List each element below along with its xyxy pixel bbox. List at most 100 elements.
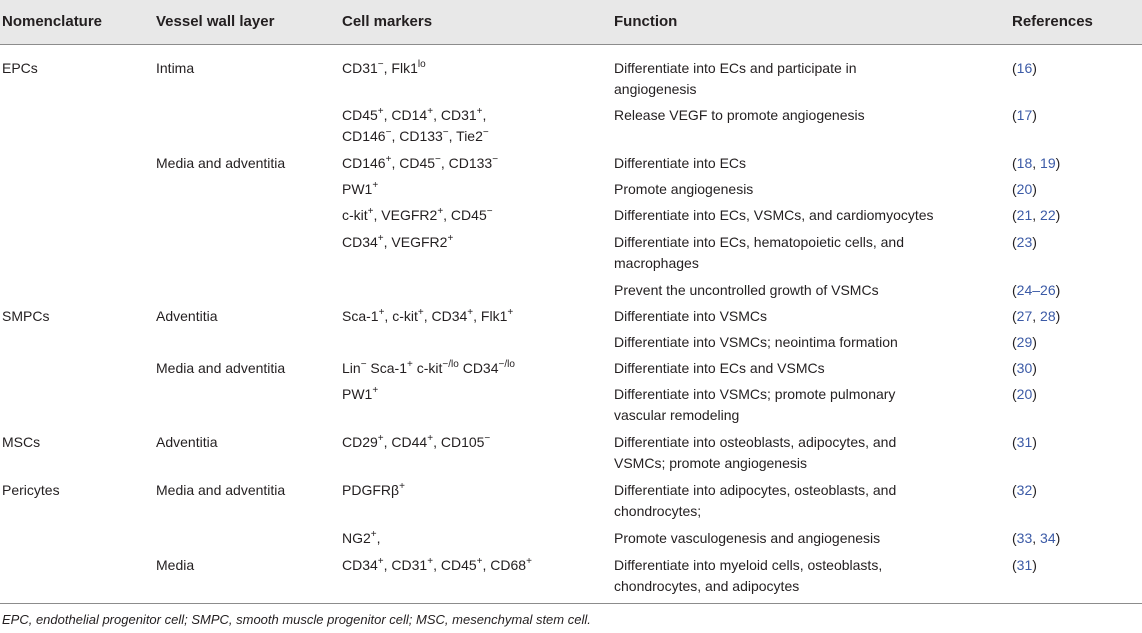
cell-function: Promote vasculogenesis and angiogenesis [614,530,881,546]
reference-link[interactable]: 18 [1016,155,1033,171]
marker-superscript: + [367,206,374,217]
reference-link[interactable]: 31 [1016,557,1033,573]
cell-vessel-wall-layer: Media and adventitia [156,360,286,376]
table-footnote: EPC, endothelial progenitor cell; SMPC, … [2,612,591,627]
reference-link[interactable]: 22 [1040,207,1056,223]
marker-superscript: + [427,433,434,444]
reference-link[interactable]: 30 [1016,360,1033,376]
reference-link[interactable]: 21 [1016,207,1033,223]
marker-text: PW1 [342,181,373,197]
marker-text: , CD45 [391,155,436,171]
cell-references: (21, 22) [1012,207,1061,223]
reference-link[interactable]: 19 [1040,155,1056,171]
reference-link[interactable]: 34 [1040,530,1056,546]
marker-text: CD146 [342,155,386,171]
reference-link[interactable]: 29 [1016,334,1033,350]
reference-link[interactable]: 33 [1016,530,1033,546]
marker-text: Sca-1 [366,360,407,376]
marker-text: , [482,107,487,123]
marker-text: , CD44 [383,434,428,450]
marker-text: , CD45 [443,207,487,223]
cell-markers: PW1+ [342,179,378,200]
cell-nomenclature: SMPCs [2,308,50,324]
marker-text: PDGFRβ [342,482,400,498]
marker-text: , CD45 [433,557,477,573]
cell-markers: Lin− Sca-1+ c-kit−/lo CD34−/lo [342,358,515,379]
marker-superscript: − [377,59,384,70]
reference-link[interactable]: 17 [1016,107,1033,123]
marker-superscript: + [378,307,385,318]
marker-superscript: + [467,307,474,318]
marker-text: CD34 [342,557,378,573]
header-nomenclature: Nomenclature [2,13,103,30]
reference-link[interactable]: 23 [1016,234,1033,250]
marker-text: , CD133 [391,128,443,144]
marker-superscript: + [377,556,384,567]
cell-function: Prevent the uncontrolled growth of VSMCs [614,282,879,298]
cell-references: (33, 34) [1012,530,1061,546]
cell-function: Release VEGF to promote angiogenesis [614,107,865,123]
marker-superscript: lo [417,59,426,70]
marker-text: Lin [342,360,361,376]
marker-text: , CD34 [423,308,468,324]
marker-text: , CD68 [482,557,527,573]
cell-function: Differentiate into ECs [614,155,747,171]
cell-markers: CD45+, CD14+, CD31+, CD146−, CD133−, Tie2… [342,105,489,147]
marker-superscript: + [476,106,483,117]
cell-markers: CD31−, Flk1lo [342,58,426,79]
marker-text: , Tie2 [448,128,483,144]
reference-link[interactable]: 20 [1016,181,1033,197]
marker-superscript: − [385,127,392,138]
marker-superscript: − [442,127,449,138]
cell-markers: NG2+, [342,528,381,549]
header-function: Function [614,13,678,30]
reference-link[interactable]: 32 [1016,482,1033,498]
reference-link[interactable]: 28 [1040,308,1056,324]
reference-link[interactable]: 24–26 [1016,282,1056,298]
cell-function: Differentiate into ECs and participate i… [614,60,857,97]
marker-text: , Flk1 [383,60,418,76]
cell-references: (29) [1012,334,1037,350]
marker-text: CD29 [342,434,378,450]
marker-text: , CD105 [433,434,485,450]
marker-superscript: + [385,154,392,165]
cell-references: (16) [1012,60,1037,76]
marker-text: , Flk1 [473,308,508,324]
marker-text: , CD31 [433,107,477,123]
cell-vessel-wall-layer: Media and adventitia [156,155,286,171]
cell-vessel-wall-layer: Adventitia [156,308,218,324]
table-bottom-divider [0,603,1142,604]
reference-link[interactable]: 20 [1016,386,1033,402]
cell-function: Differentiate into VSMCs; promote pulmon… [614,386,896,423]
header-cell-markers: Cell markers [342,13,433,30]
marker-superscript: − [435,154,441,165]
marker-superscript: + [437,206,444,217]
cell-vessel-wall-layer: Media and adventitia [156,482,286,498]
marker-text: CD146 [342,128,386,144]
cell-references: (17) [1012,107,1037,123]
marker-superscript: + [372,180,379,191]
cell-vessel-wall-layer: Adventitia [156,434,218,450]
marker-text: PW1 [342,386,373,402]
marker-superscript: − [486,206,493,217]
cell-markers: Sca-1+, c-kit+, CD34+, Flk1+ [342,306,513,327]
marker-text: CD34 [342,234,378,250]
marker-superscript: + [377,106,384,117]
reference-link[interactable]: 16 [1016,60,1033,76]
cell-nomenclature: MSCs [2,434,41,450]
cell-references: (20) [1012,386,1037,402]
cell-vessel-wall-layer: Media [156,557,195,573]
reference-link[interactable]: 27 [1016,308,1033,324]
marker-text: , c-kit [384,308,418,324]
reference-link[interactable]: 31 [1016,434,1033,450]
header-vessel-wall-layer: Vessel wall layer [156,13,275,30]
marker-text: c-kit [342,207,368,223]
marker-text: c-kit [412,360,443,376]
cell-nomenclature: Pericytes [2,482,60,498]
cell-markers: PW1+ [342,384,378,405]
cell-function: Differentiate into osteoblasts, adipocyt… [614,434,897,471]
cell-markers: CD146+, CD45−, CD133− [342,153,498,174]
cell-references: (18, 19) [1012,155,1061,171]
marker-superscript: + [372,385,379,396]
marker-superscript: + [417,307,424,318]
